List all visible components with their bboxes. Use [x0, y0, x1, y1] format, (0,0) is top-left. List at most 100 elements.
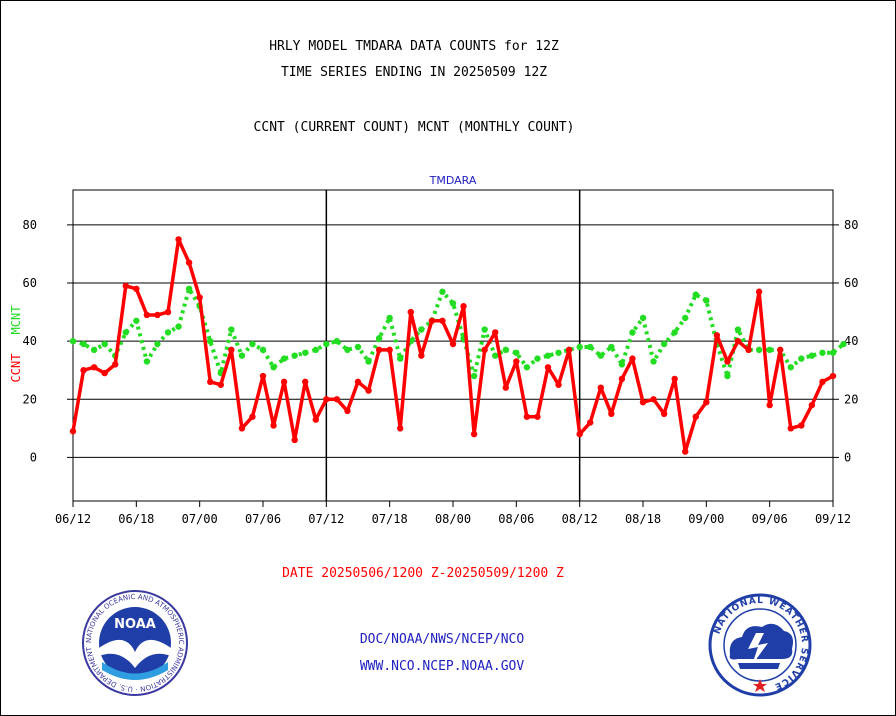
x-tick-label: 07/06: [245, 512, 281, 526]
data-point-ccnt: [766, 401, 773, 409]
data-point-mcnt: [608, 343, 615, 351]
data-point-ccnt: [280, 378, 288, 386]
chart-title-line1: HRLY MODEL TMDARA DATA COUNTS for 12Z: [269, 39, 559, 54]
y-tick-label-left: 0: [30, 450, 37, 464]
data-point-ccnt: [587, 419, 594, 426]
data-point-mcnt: [798, 355, 805, 362]
x-tick-label: 06/18: [118, 512, 154, 526]
data-point-mcnt: [90, 346, 98, 354]
data-point-mcnt: [481, 326, 488, 333]
data-point-mcnt: [555, 349, 562, 356]
data-point-mcnt: [80, 340, 87, 348]
data-point-ccnt: [576, 430, 583, 438]
data-point-mcnt: [650, 358, 657, 365]
chart-series-title: TMDARA: [429, 174, 477, 187]
data-point-ccnt: [470, 430, 478, 438]
data-point-ccnt: [502, 384, 509, 391]
data-point-ccnt: [397, 425, 404, 432]
data-point-mcnt: [534, 355, 541, 362]
data-point-ccnt: [228, 346, 235, 354]
y-tick-label-right: 20: [844, 392, 858, 406]
date-range: DATE 20250506/1200 Z-20250509/1200 Z: [282, 566, 564, 581]
x-tick-label: 07/00: [182, 512, 218, 526]
data-point-ccnt: [555, 381, 562, 388]
data-point-mcnt: [682, 314, 689, 322]
y-tick-label-left: 20: [23, 392, 37, 406]
data-point-ccnt: [481, 346, 488, 354]
data-point-mcnt: [618, 361, 626, 368]
data-point-mcnt: [513, 349, 520, 356]
y-tick-label-left: 40: [23, 334, 37, 348]
data-point-ccnt: [829, 372, 837, 380]
data-point-mcnt: [576, 343, 583, 351]
data-point-ccnt: [418, 352, 425, 359]
y-tick-label-right: 0: [844, 450, 851, 464]
data-point-ccnt: [80, 367, 87, 374]
data-point-ccnt: [154, 311, 161, 319]
data-point-ccnt: [386, 346, 393, 354]
x-tick-label: 09/00: [688, 512, 724, 526]
data-point-ccnt: [460, 303, 467, 310]
data-point-ccnt: [217, 381, 224, 388]
data-point-ccnt: [164, 308, 172, 316]
data-point-ccnt: [312, 416, 319, 423]
data-point-ccnt: [259, 372, 267, 380]
data-point-ccnt: [523, 413, 531, 420]
data-point-ccnt: [544, 364, 552, 371]
data-point-ccnt: [69, 428, 77, 435]
data-point-mcnt: [597, 352, 604, 359]
data-point-ccnt: [650, 396, 657, 403]
data-point-ccnt: [143, 311, 151, 319]
data-point-ccnt: [492, 329, 499, 336]
data-point-ccnt: [449, 340, 457, 348]
data-point-ccnt: [608, 410, 615, 418]
data-point-mcnt: [344, 346, 351, 354]
noaa-logo: NATIONAL OCEANIC AND ATMOSPHERIC ADMINIS…: [80, 590, 188, 696]
data-point-ccnt: [692, 413, 699, 420]
x-tick-label: 08/18: [625, 512, 661, 526]
y-axis-label-mcnt: MCNT: [9, 306, 23, 335]
data-point-ccnt: [660, 410, 668, 418]
data-point-mcnt: [724, 372, 731, 380]
noaa-logo-text: NOAA: [114, 617, 156, 632]
data-point-mcnt: [755, 346, 763, 354]
data-point-mcnt: [207, 337, 214, 345]
data-point-mcnt: [185, 285, 193, 293]
data-point-ccnt: [565, 346, 573, 354]
data-point-mcnt: [523, 364, 531, 371]
y-tick-label-right: 80: [844, 218, 858, 232]
data-point-mcnt: [101, 340, 108, 348]
data-point-mcnt: [840, 340, 847, 348]
data-point-mcnt: [703, 297, 710, 304]
data-point-ccnt: [112, 361, 119, 368]
credit-website: WWW.NCO.NCEP.NOAA.GOV: [359, 659, 525, 674]
data-point-ccnt: [323, 396, 330, 403]
data-point-mcnt: [787, 364, 794, 371]
data-point-mcnt: [819, 349, 826, 356]
data-point-mcnt: [122, 329, 129, 336]
x-tick-label: 07/18: [372, 512, 408, 526]
data-point-ccnt: [354, 378, 362, 386]
data-point-mcnt: [829, 349, 837, 356]
data-point-ccnt: [207, 378, 214, 386]
chart-legend-description: CCNT (CURRENT COUNT) MCNT (MONTHLY COUNT…: [253, 120, 575, 135]
data-point-mcnt: [492, 352, 499, 359]
data-point-mcnt: [323, 340, 330, 348]
data-point-ccnt: [238, 425, 246, 432]
chart-title-line2: TIME SERIES ENDING IN 20250509 12Z: [280, 65, 548, 80]
data-point-mcnt: [639, 314, 647, 322]
data-point-ccnt: [777, 346, 784, 354]
data-point-ccnt: [629, 355, 636, 362]
data-point-mcnt: [375, 335, 383, 342]
data-point-mcnt: [692, 291, 699, 298]
y-tick-label-left: 60: [23, 276, 37, 290]
data-point-ccnt: [745, 346, 752, 354]
data-point-ccnt: [333, 396, 341, 403]
credit-org: DOC/NOAA/NWS/NCEP/NCO: [359, 632, 525, 647]
data-point-ccnt: [618, 375, 626, 383]
data-point-mcnt: [280, 355, 288, 362]
data-point-mcnt: [502, 346, 509, 354]
data-point-ccnt: [428, 317, 436, 324]
data-point-mcnt: [175, 323, 182, 330]
